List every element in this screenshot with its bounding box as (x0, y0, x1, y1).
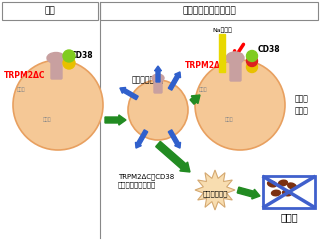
Polygon shape (120, 87, 138, 100)
Polygon shape (135, 130, 148, 148)
Circle shape (246, 55, 258, 66)
Circle shape (63, 57, 75, 69)
Text: が働かないと、、、: が働かないと、、、 (118, 182, 156, 188)
Text: CD38: CD38 (71, 50, 94, 60)
Ellipse shape (226, 52, 244, 64)
Ellipse shape (271, 190, 281, 196)
Text: 正常: 正常 (44, 6, 55, 16)
Ellipse shape (152, 74, 164, 82)
Polygon shape (155, 66, 161, 82)
Ellipse shape (288, 183, 296, 189)
FancyBboxPatch shape (230, 57, 241, 81)
Text: 大きさ
を維持: 大きさ を維持 (295, 95, 309, 115)
Polygon shape (168, 130, 180, 148)
Circle shape (246, 50, 258, 61)
FancyBboxPatch shape (263, 176, 315, 208)
Text: Naイオン: Naイオン (212, 27, 232, 33)
FancyBboxPatch shape (2, 2, 98, 20)
Circle shape (13, 60, 103, 150)
Ellipse shape (283, 190, 292, 196)
Text: 細胞外: 細胞外 (17, 88, 26, 92)
Text: 細胞内: 細胞内 (43, 118, 52, 122)
Polygon shape (237, 187, 260, 199)
Ellipse shape (47, 53, 65, 64)
FancyBboxPatch shape (154, 77, 162, 93)
Circle shape (195, 60, 285, 150)
Polygon shape (220, 36, 225, 68)
Circle shape (128, 80, 188, 140)
Circle shape (246, 61, 258, 72)
FancyBboxPatch shape (51, 57, 62, 79)
Text: 細胞内: 細胞内 (225, 118, 234, 122)
Polygon shape (190, 95, 200, 104)
Text: 縮む・・・！: 縮む・・・！ (202, 191, 228, 197)
Text: CD38: CD38 (258, 46, 281, 54)
Polygon shape (105, 115, 126, 125)
Text: TRPM2ΔC: TRPM2ΔC (185, 61, 227, 71)
Ellipse shape (278, 180, 287, 186)
FancyBboxPatch shape (100, 2, 318, 20)
Polygon shape (156, 141, 190, 172)
Text: 水がぬけていく: 水がぬけていく (132, 76, 164, 84)
Circle shape (63, 50, 75, 62)
Ellipse shape (268, 181, 276, 187)
Polygon shape (195, 170, 235, 210)
Text: 高浸透圧（ハイパー）: 高浸透圧（ハイパー） (182, 6, 236, 16)
Text: TRPM2ΔCやCD38: TRPM2ΔCやCD38 (118, 174, 174, 180)
Text: 細胞外: 細胞外 (199, 88, 208, 92)
Text: TRPM2ΔC: TRPM2ΔC (4, 72, 45, 80)
Polygon shape (168, 72, 180, 90)
FancyBboxPatch shape (219, 34, 225, 72)
Text: 細胞死: 細胞死 (280, 212, 298, 222)
